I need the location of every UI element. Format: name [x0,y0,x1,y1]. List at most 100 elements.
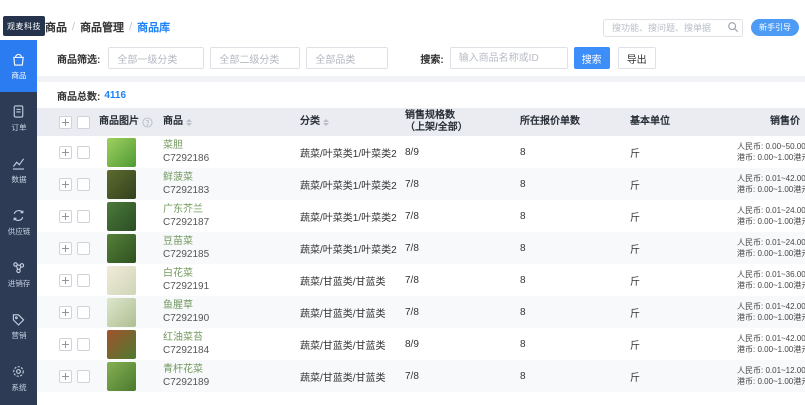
global-search-input[interactable] [603,19,743,37]
chart-icon [12,158,25,170]
row-checkbox[interactable] [77,305,90,319]
expand-row-icon[interactable] [59,337,72,351]
export-button[interactable]: 导出 [617,47,656,69]
row-price-cell: 人民币: 0.01~24.00元 港币: 0.00~1.00港元 [737,205,805,227]
category-level2-select[interactable]: 全部二级分类 [210,47,301,69]
info-icon[interactable] [142,116,153,128]
total-count-value[interactable]: 4116 [104,89,127,101]
sort-icon[interactable] [323,118,329,126]
price-hkd: 港币: 0.00~1.00港元 [737,345,805,354]
row-checkbox[interactable] [77,209,90,223]
header-unit: 基本单位 [630,116,670,127]
sidebar-item-inventory[interactable]: 进销存 [0,248,37,300]
breadcrumb: 商品 / 商品管理 / 商品库 [45,19,170,35]
row-quote-count: 8 [520,210,526,222]
sidebar-item-label: 订单 [10,123,27,132]
row-image-cell [99,233,163,263]
sort-icon[interactable] [186,118,192,126]
product-name-link[interactable]: 鲜菠菜 [163,172,193,183]
expand-row-icon[interactable] [59,241,72,255]
row-name-cell: 白花菜 C7292191 [163,267,300,293]
table-body: 菜胆 C7292186 蔬菜/叶菜类1/叶菜类2 8/9 8 斤 人民币: 0.… [37,136,805,392]
sidebar-item-products[interactable]: 商品 [0,40,41,92]
product-name-link[interactable]: 白花菜 [163,268,193,279]
expand-row-icon[interactable] [59,177,72,191]
product-name-link[interactable]: 鱼腥草 [163,300,193,311]
search-button[interactable]: 搜索 [573,47,610,69]
row-checkbox[interactable] [77,177,90,191]
product-name-link[interactable]: 红油菜苔 [163,332,203,343]
row-checkbox[interactable] [77,241,90,255]
row-image-cell [99,297,163,327]
search-icon[interactable] [727,21,739,33]
order-icon [13,105,24,118]
expand-all-icon[interactable] [59,115,72,129]
product-code: C7292185 [163,249,210,260]
price-hkd: 港币: 0.00~1.00港元 [737,185,805,194]
sidebar-item-supply-chain[interactable]: 供应链 [0,196,37,248]
row-checkbox[interactable] [77,273,90,287]
price-cny: 人民币: 0.01~42.00元 [737,174,805,183]
sidebar-item-data[interactable]: 数据 [0,144,37,196]
row-select-cell [37,305,99,319]
select-all-checkbox[interactable] [77,115,90,129]
product-name-link[interactable]: 菜胆 [163,140,183,151]
row-spec-count: 7/8 [405,306,419,318]
row-image-cell [99,201,163,231]
product-name-link[interactable]: 青杆花菜 [163,364,203,375]
price-cny: 人民币: 0.01~36.00元 [737,270,805,279]
sidebar-item-system[interactable]: 系统 [0,352,37,404]
expand-row-icon[interactable] [59,273,72,287]
guide-button[interactable]: 新手引导 [751,18,799,36]
row-checkbox[interactable] [77,145,90,159]
product-code: C7292187 [163,217,210,228]
price-cny: 人民币: 0.01~24.00元 [737,238,805,247]
supply-chain-icon [13,210,24,221]
search-label: 搜索: [420,54,444,66]
row-checkbox[interactable] [77,369,90,383]
row-select-cell [37,273,99,287]
row-spec-count: 7/8 [405,274,419,286]
breadcrumb-item-product-management[interactable]: 商品管理 [80,22,125,34]
sidebar-item-label: 供应链 [7,227,30,236]
expand-row-icon[interactable] [59,305,72,319]
product-name-link[interactable]: 豆苗菜 [163,236,193,247]
sidebar-item-marketing[interactable]: 营销 [0,300,37,352]
product-photo[interactable] [107,329,136,359]
price-cny: 人民币: 0.01~12.00元 [737,366,805,375]
product-photo[interactable] [107,137,136,167]
expand-row-icon[interactable] [59,145,72,159]
product-code: C7292183 [163,185,210,196]
row-name-cell: 红油菜苔 C7292184 [163,331,300,357]
row-price-cell: 人民币: 0.01~42.00元 港币: 0.00~1.00港元 [737,333,805,355]
breadcrumb-item-product-library[interactable]: 商品库 [137,22,171,34]
product-photo[interactable] [107,361,136,391]
row-base-unit: 斤 [630,276,640,288]
product-photo[interactable] [107,201,136,231]
row-image-cell [99,329,163,359]
table-header-row: 商品图片 商品 分类 销售规格数 （上架/ [37,108,805,136]
product-photo[interactable] [107,297,136,327]
price-hkd: 港币: 0.00~1.00港元 [737,377,805,386]
product-photo[interactable] [107,169,136,199]
price-hkd: 港币: 0.00~1.00港元 [737,313,805,322]
price-hkd: 港币: 0.00~1.00港元 [737,281,805,290]
row-price-cell: 人民币: 0.01~42.00元 港币: 0.00~1.00港元 [737,301,805,323]
row-checkbox[interactable] [77,337,90,351]
row-quote-count: 8 [520,370,526,382]
expand-row-icon[interactable] [59,209,72,223]
row-name-cell: 鲜菠菜 C7292183 [163,171,300,197]
category-type-select[interactable]: 全部品类 [306,47,389,69]
product-search-input[interactable] [449,47,568,69]
row-base-unit: 斤 [630,372,640,384]
sidebar-item-orders[interactable]: 订单 [0,92,37,144]
product-photo[interactable] [107,233,136,263]
product-name-link[interactable]: 广东芥兰 [163,204,203,215]
expand-row-icon[interactable] [59,369,72,383]
product-photo[interactable] [107,265,136,295]
row-image-cell [99,265,163,295]
section-divider [37,76,805,82]
category-level1-select[interactable]: 全部一级分类 [108,47,205,69]
product-code: C7292190 [163,313,210,324]
breadcrumb-item-products[interactable]: 商品 [45,22,67,34]
